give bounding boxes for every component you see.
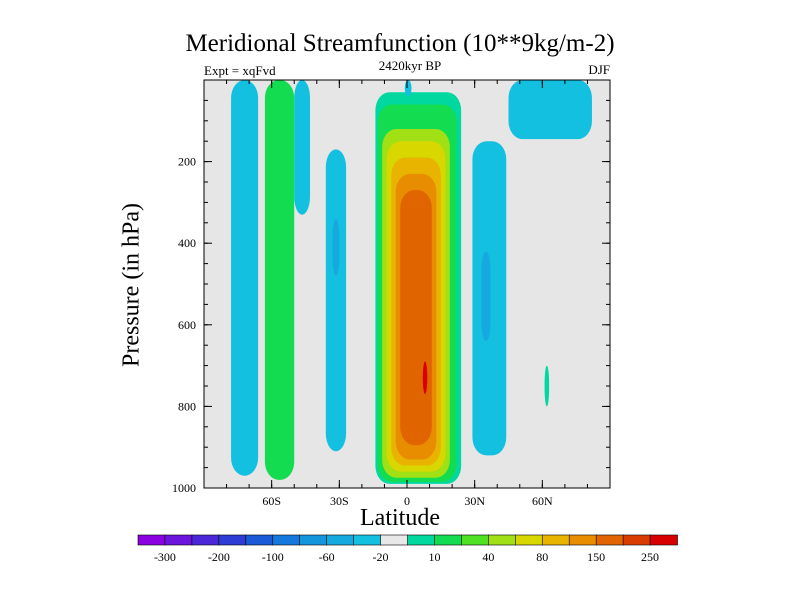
contour-region-blue-strip-50s [294,80,311,215]
colorbar-label: 40 [482,550,494,564]
colorbar-swatch [380,534,409,546]
contour-region-blue-cell-30s [325,149,347,452]
y-tick-label: 800 [178,399,196,413]
colorbar-label: -60 [319,550,335,564]
colorbar-swatch [622,534,651,546]
colorbar-swatch [407,534,436,546]
contour-region-blue-cell-60s-outer [231,80,259,476]
y-tick-label: 400 [178,236,196,250]
contour-region-blue-core-30n [481,251,491,342]
y-tick-label: 600 [178,318,196,332]
x-tick-label: 30S [330,494,349,508]
contour-region-green-cell-60s [264,80,295,480]
x-tick-label: 60S [262,494,281,508]
colorbar-swatch [299,534,328,546]
x-tick-label: 30N [464,494,485,508]
colorbar-label: -100 [262,550,284,564]
x-tick-label: 60N [532,494,553,508]
contour-region-blue-top-45n [508,80,592,140]
contour-fills [231,80,592,484]
colorbar-swatch [326,534,355,546]
chart-title: Meridional Streamfunction (10**9kg/m-2) [185,30,615,57]
colorbar-label: 150 [587,550,605,564]
time-label: 2420kyr BP [378,58,442,73]
colorbar-swatch [514,534,544,546]
y-tick-label: 1000 [172,481,196,495]
experiment-label: Expt = xqFvd [204,63,276,78]
x-tick-label: 0 [404,494,410,508]
colorbar-swatch [488,534,517,546]
colorbar-swatch [245,534,274,546]
contour-region-hadley-core [422,361,428,395]
colorbar-swatch [218,534,247,546]
colorbar-swatch [164,534,193,546]
colorbar-swatch [272,534,301,546]
colorbar-swatch [541,534,571,546]
colorbar-label: -20 [373,550,389,564]
colorbar-label: 250 [641,550,659,564]
colorbar-label: 80 [536,550,548,564]
colorbar-label: -300 [154,550,176,564]
y-tick-label: 200 [178,155,196,169]
season-label: DJF [588,62,610,77]
contour-region-blue-top-0 [404,80,412,97]
colorbar-swatch [461,534,490,546]
contour-region-blue-core-30s [332,218,340,276]
colorbar-swatch [434,534,463,546]
colorbar-label: 10 [428,550,440,564]
colorbar-label: -200 [208,550,230,564]
colorbar-swatch [595,534,624,546]
colorbar-swatch [353,534,382,546]
colorbar-swatch [137,534,166,546]
colorbar-swatch [568,534,597,546]
x-axis-label: Latitude [360,505,440,531]
contour-region-teal-patch-60n [544,365,550,407]
colorbar-swatch [191,534,220,546]
colorbar-swatch [649,534,678,546]
